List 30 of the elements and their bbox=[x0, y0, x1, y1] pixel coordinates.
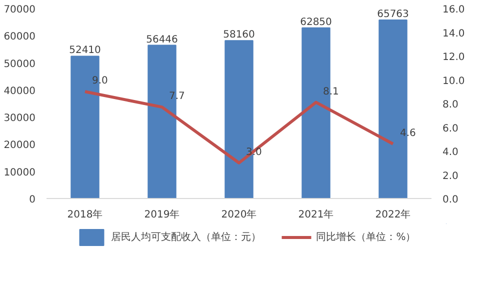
data-label: 62850 bbox=[300, 16, 332, 28]
y-tick-label: 60000 bbox=[4, 32, 36, 43]
y-tick-label: 70000 bbox=[4, 4, 36, 16]
x-tick-label: 2020年 bbox=[221, 208, 257, 220]
data-label: 58160 bbox=[223, 30, 255, 41]
y-tick-label: 0 bbox=[29, 194, 36, 206]
legend-label: 同比增长（单位：%） bbox=[316, 230, 416, 244]
y2-tick-label: 10.0 bbox=[442, 76, 465, 87]
x-tick-label: 2022年 bbox=[375, 208, 411, 220]
y-tick-label: 50000 bbox=[4, 58, 36, 70]
y2-tick-label: 16.0 bbox=[442, 4, 465, 16]
data-label: 56446 bbox=[146, 34, 178, 46]
y2-tick-label: 4.0 bbox=[442, 147, 458, 158]
y-tick-label: 10000 bbox=[4, 167, 36, 178]
y-tick-label: 40000 bbox=[4, 86, 36, 97]
y2-tick-label: 14.0 bbox=[442, 28, 465, 40]
y-tick-label: 30000 bbox=[4, 113, 36, 124]
y-tick-label: 20000 bbox=[4, 140, 36, 152]
data-label: 52410 bbox=[69, 45, 101, 56]
data-label: 3.0 bbox=[246, 146, 262, 158]
data-label: 65763 bbox=[377, 9, 409, 20]
y2-tick-label: 6.0 bbox=[442, 123, 458, 134]
y2-tick-label: 0.0 bbox=[442, 194, 458, 206]
y2-tick-label: 8.0 bbox=[442, 100, 458, 110]
y2-tick-label: 12.0 bbox=[442, 52, 465, 63]
x-tick-label: 2021年 bbox=[298, 208, 334, 220]
x-tick-label: 2018年 bbox=[67, 208, 103, 220]
x-tick-label: 2019年 bbox=[144, 208, 180, 220]
legend-label: 居民人均可支配收入（单位：元） bbox=[111, 230, 262, 244]
y2-tick-label: 2.0 bbox=[442, 170, 458, 182]
